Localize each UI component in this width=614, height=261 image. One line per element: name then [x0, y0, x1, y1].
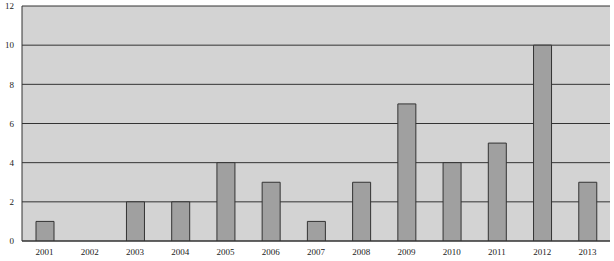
svg-text:2006: 2006 [262, 247, 281, 257]
svg-text:2003: 2003 [126, 247, 145, 257]
svg-text:8: 8 [10, 80, 15, 90]
svg-text:2008: 2008 [352, 247, 371, 257]
svg-text:12: 12 [8, 1, 14, 11]
svg-text:4: 4 [10, 158, 15, 168]
svg-text:2012: 2012 [533, 247, 551, 257]
svg-text:2: 2 [10, 197, 15, 207]
svg-text:2001: 2001 [36, 247, 54, 257]
svg-text:2010: 2010 [443, 247, 462, 257]
svg-text:2007: 2007 [307, 247, 326, 257]
svg-text:2009: 2009 [397, 247, 416, 257]
svg-text:2011: 2011 [488, 247, 506, 257]
svg-text:10: 10 [8, 40, 15, 50]
svg-text:2002: 2002 [81, 247, 99, 257]
svg-text:6: 6 [10, 119, 15, 129]
svg-text:2004: 2004 [171, 247, 190, 257]
svg-text:0: 0 [10, 236, 15, 246]
svg-text:2013: 2013 [578, 247, 597, 257]
svg-text:2005: 2005 [217, 247, 236, 257]
